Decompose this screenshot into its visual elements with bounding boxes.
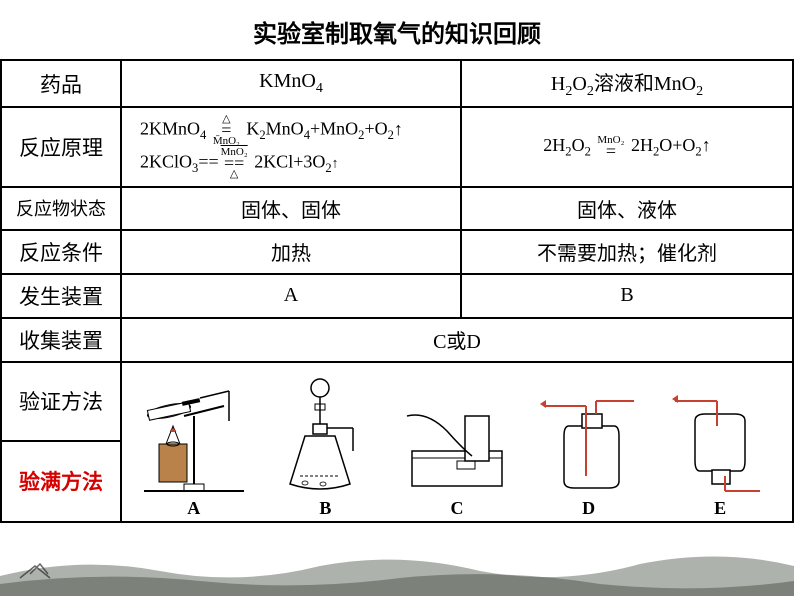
- bottom-decoration: [0, 536, 794, 596]
- principle-row: 反应原理 2KMnO4 △=M̄nO₂ K2MnO4+MnO2+O2↑ 2KCl…: [1, 107, 793, 187]
- apparatus-a-svg: [134, 376, 254, 496]
- generator-row: 发生装置 A B: [1, 274, 793, 318]
- condition-col2: 加热: [121, 230, 461, 274]
- collector-row: 收集装置 C或D: [1, 318, 793, 362]
- apparatus-c: C: [391, 376, 523, 519]
- apparatus-c-svg: [397, 376, 517, 496]
- generator-col3: B: [461, 274, 793, 318]
- apparatus-row: 验证方法 验满方法: [1, 362, 793, 522]
- full-label: 验满方法: [2, 442, 120, 521]
- condition-row: 反应条件 加热 不需要加热；催化剂: [1, 230, 793, 274]
- page-title: 实验室制取氧气的知识回顾: [0, 0, 794, 59]
- verify-label: 验证方法: [2, 363, 120, 442]
- apparatus-b-label: B: [319, 498, 331, 519]
- collector-label: 收集装置: [1, 318, 121, 362]
- condition-label: 反应条件: [1, 230, 121, 274]
- state-label: 反应物状态: [1, 187, 121, 230]
- header-h2o2: H2O2溶液和MnO2: [461, 60, 793, 107]
- apparatus-e-label: E: [714, 498, 726, 519]
- generator-label: 发生装置: [1, 274, 121, 318]
- apparatus-d: D: [523, 376, 655, 519]
- apparatus-c-label: C: [450, 498, 463, 519]
- principle-h2o2: 2H2O2 MnO₂= 2H2O+O2↑: [461, 107, 793, 187]
- principle-kmno4: 2KMnO4 △=M̄nO₂ K2MnO4+MnO2+O2↑ 2KClO3==M…: [121, 107, 461, 187]
- apparatus-b: B: [260, 376, 392, 519]
- apparatus-d-svg: [534, 376, 644, 496]
- collector-merged: C或D: [121, 318, 793, 362]
- verify-full-labels: 验证方法 验满方法: [1, 362, 121, 522]
- apparatus-a-label: A: [187, 498, 200, 519]
- apparatus-e-svg: [670, 376, 770, 496]
- principle-label: 反应原理: [1, 107, 121, 187]
- apparatus-d-label: D: [582, 498, 595, 519]
- state-col2: 固体、固体: [121, 187, 461, 230]
- apparatus-b-svg: [275, 376, 375, 496]
- apparatus-cell: A B: [121, 362, 793, 522]
- apparatus-a: A: [128, 376, 260, 519]
- main-table: 药品 KMnO4 H2O2溶液和MnO2 反应原理 2KMnO4 △=M̄nO₂…: [0, 59, 794, 523]
- apparatus-e: E: [654, 376, 786, 519]
- generator-col2: A: [121, 274, 461, 318]
- condition-col3: 不需要加热；催化剂: [461, 230, 793, 274]
- state-row: 反应物状态 固体、固体 固体、液体: [1, 187, 793, 230]
- header-药品: 药品: [1, 60, 121, 107]
- header-kmno4: KMnO4: [121, 60, 461, 107]
- state-col3: 固体、液体: [461, 187, 793, 230]
- header-row: 药品 KMnO4 H2O2溶液和MnO2: [1, 60, 793, 107]
